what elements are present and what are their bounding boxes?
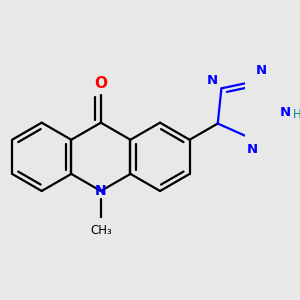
Text: N: N [95,184,107,198]
Text: N: N [255,64,266,76]
Text: N: N [247,143,258,156]
Text: CH₃: CH₃ [90,224,112,237]
Text: N: N [280,106,291,119]
Text: H: H [293,108,300,121]
Text: N: N [207,74,218,87]
Text: O: O [94,76,107,91]
